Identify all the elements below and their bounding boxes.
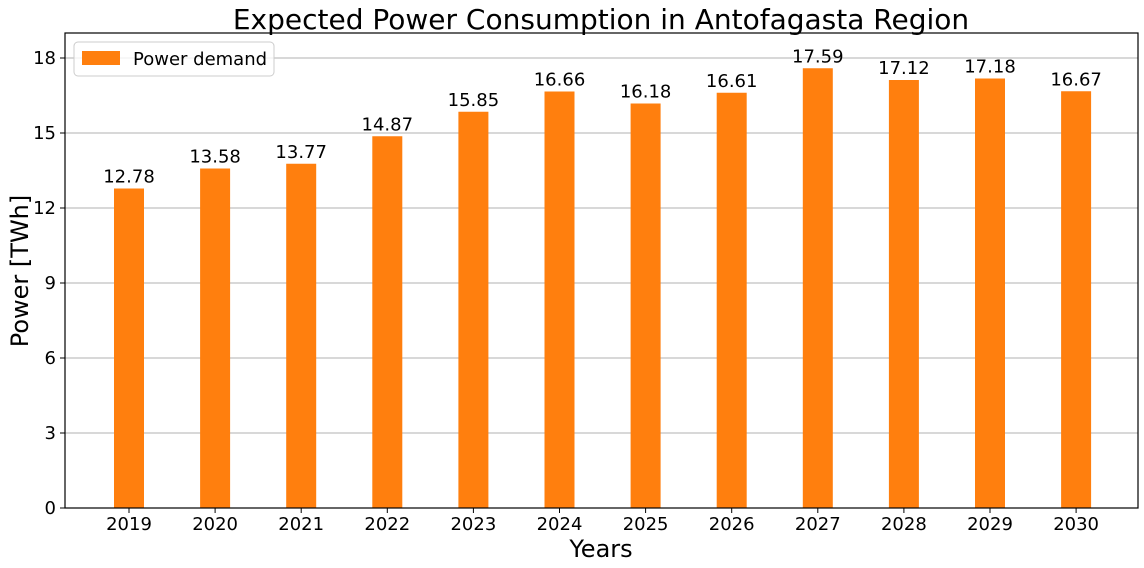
ticks-layer: 0 3 6 9 12 15 18 2019 2020 2021 2022 2023 2024 2025 20…: [33, 48, 1099, 535]
legend-box: [73, 41, 275, 77]
plot-frame: [64, 32, 1139, 509]
bar: [458, 111, 489, 508]
x-tick-label: 2022: [364, 514, 410, 535]
bars-layer: [114, 68, 1092, 508]
data-label: 15.85: [448, 90, 500, 111]
data-label: 16.66: [534, 70, 586, 91]
bar: [630, 103, 661, 508]
x-tick-label: 2029: [967, 514, 1013, 535]
data-label: 17.59: [792, 46, 844, 67]
y-tick-label: 6: [45, 348, 56, 369]
data-label: 16.18: [620, 82, 672, 103]
x-tick-label: 2023: [450, 514, 496, 535]
y-tick-label: 12: [33, 198, 56, 219]
bar: [716, 92, 747, 508]
legend-label: Power demand: [133, 49, 267, 70]
legend: Power demand: [73, 41, 275, 77]
x-tick-label: 2019: [106, 514, 152, 535]
y-tick-label: 15: [33, 123, 56, 144]
x-tick-label: 2025: [623, 514, 669, 535]
x-tick-label: 2021: [278, 514, 324, 535]
y-tick-label: 18: [33, 48, 56, 69]
x-tick-label: 2020: [192, 514, 238, 535]
y-tick-label: 3: [45, 423, 56, 444]
bar: [1061, 91, 1092, 508]
data-label: 17.12: [878, 58, 930, 79]
data-label: 17.18: [964, 57, 1016, 78]
x-tick-label: 2030: [1053, 514, 1099, 535]
x-tick-label: 2024: [537, 514, 583, 535]
bar: [544, 91, 575, 508]
chart-title: Expected Power Consumption in Antofagast…: [233, 3, 969, 36]
bar: [114, 188, 144, 508]
data-label: 14.87: [362, 114, 414, 135]
y-axis-label: Power [TWh]: [6, 195, 34, 348]
data-label: 13.77: [275, 142, 327, 163]
bar: [888, 80, 919, 508]
bar: [372, 136, 403, 508]
data-label: 16.67: [1050, 69, 1102, 90]
x-tick-label: 2028: [881, 514, 927, 535]
bar: [802, 68, 833, 508]
data-labels-layer: 12.78 13.58 13.77 14.87 15.85 16.66 16.18 16.61…: [103, 46, 1102, 187]
legend-swatch: [82, 51, 120, 65]
y-tick-label: 9: [45, 273, 56, 294]
x-tick-label: 2027: [795, 514, 841, 535]
data-label: 13.58: [189, 147, 241, 168]
bar: [286, 163, 317, 508]
data-label: 12.78: [103, 167, 155, 188]
data-label: 16.61: [706, 71, 758, 92]
bar: [975, 78, 1005, 508]
y-tick-label: 0: [45, 498, 56, 519]
x-tick-label: 2026: [709, 514, 755, 535]
x-axis-label: Years: [568, 535, 632, 563]
bar: [200, 168, 231, 508]
